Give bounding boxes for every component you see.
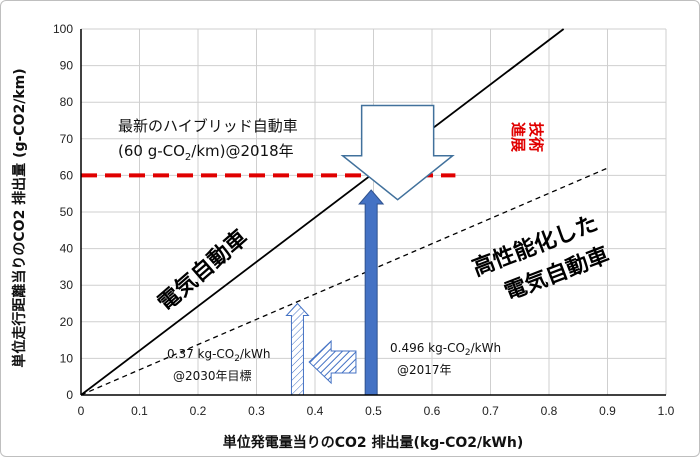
x-tick-label: 0 <box>78 404 85 418</box>
reduction-arrow <box>308 339 357 385</box>
x-tick-label: 0.4 <box>307 404 324 418</box>
target-value-end: /kWh <box>240 347 270 361</box>
hybrid-value-subscript: 2 <box>185 152 191 163</box>
current-value-subscript: 2 <box>465 348 471 358</box>
x-tick-label: 0.2 <box>190 404 207 418</box>
y-tick-label: 0 <box>66 388 73 402</box>
hybrid-value-end: /km)@2018年 <box>191 142 293 160</box>
tick-labels: 0 10 20 30 40 50 60 70 80 90 100 0 0.1 0.2 0.3 0.4 0.5 0.… <box>53 22 675 418</box>
y-tick-label: 20 <box>60 315 74 329</box>
target-value-arrow <box>285 302 310 396</box>
x-tick-label: 0.1 <box>131 404 148 418</box>
ev-line <box>80 28 565 396</box>
high-perf-ev-line <box>80 167 608 396</box>
x-tick-label: 0.7 <box>482 404 499 418</box>
y-tick-label: 60 <box>60 168 74 182</box>
gridlines <box>81 28 667 395</box>
progress-label-line2: 進展 <box>509 122 527 152</box>
y-tick-label: 40 <box>60 242 74 256</box>
arrows-group <box>285 104 455 396</box>
axes <box>80 29 666 396</box>
x-tick-label: 0.5 <box>365 404 382 418</box>
current-value-end: /kWh <box>471 341 501 355</box>
target-value-label: 0.37 kg-CO2/kWh <box>167 347 270 364</box>
hybrid-value-label: (60 g-CO2/km)@2018年 <box>118 142 294 163</box>
y-tick-label: 50 <box>60 205 74 219</box>
y-tick-label: 30 <box>60 278 74 292</box>
y-tick-label: 100 <box>53 22 73 36</box>
y-tick-label: 70 <box>60 132 74 146</box>
current-value-arrow <box>358 189 385 396</box>
x-tick-label: 0.3 <box>248 404 265 418</box>
x-axis-title: 単位発電量当りのCO2 排出量(kg-CO2/kWh) <box>223 434 523 451</box>
current-year-label: @2017年 <box>397 363 452 377</box>
y-tick-label: 10 <box>60 351 74 365</box>
target-value-subscript: 2 <box>234 354 240 364</box>
x-tick-label: 0.6 <box>424 404 441 418</box>
x-tick-label: 1.0 <box>658 404 675 418</box>
target-year-label: @2030年目標 <box>173 369 252 383</box>
y-tick-label: 90 <box>60 59 74 73</box>
y-axis-title: 単位走行距離当りのCO2 排出量 (g-CO2/km) <box>11 68 28 367</box>
progress-label-line1: 技術 <box>527 122 545 152</box>
hybrid-value-text: (60 g-CO <box>118 142 185 160</box>
x-tick-label: 0.8 <box>541 404 558 418</box>
tech-progress-arrow <box>340 104 455 201</box>
hybrid-title-label: 最新のハイブリッド自動車 <box>118 117 298 135</box>
target-value-text: 0.37 kg-CO <box>167 347 234 361</box>
y-tick-label: 80 <box>60 95 74 109</box>
x-tick-label: 0.9 <box>599 404 616 418</box>
current-value-label: 0.496 kg-CO2/kWh <box>390 341 501 358</box>
current-value-text: 0.496 kg-CO <box>390 341 465 355</box>
